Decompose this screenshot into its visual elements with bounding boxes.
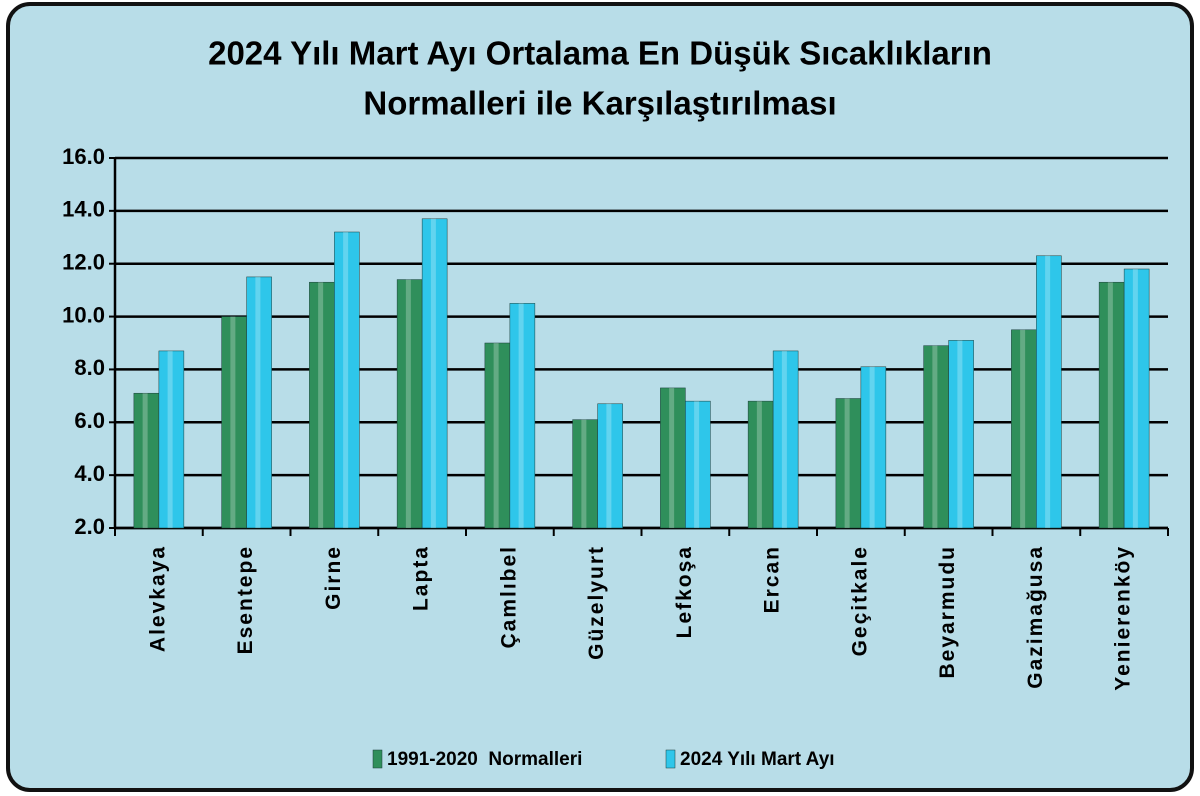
bar [246, 276, 272, 529]
bar-shine [1020, 329, 1026, 528]
bar [334, 231, 360, 529]
x-tick-label: Yenierenköy [1112, 545, 1135, 691]
bar [158, 350, 185, 529]
bar-shine [756, 401, 762, 528]
x-tick-label: Esentepe [234, 545, 257, 654]
bar-shine [932, 345, 938, 528]
y-tick-label: 2.0 [74, 514, 105, 539]
chart-frame [6, 2, 1194, 792]
x-tick-label: Beyarmudu [936, 545, 959, 679]
bar [221, 316, 247, 529]
bar [484, 342, 511, 529]
bar [572, 419, 598, 529]
bar [835, 398, 862, 529]
bar [660, 387, 686, 529]
y-tick-label: 14.0 [62, 197, 105, 222]
y-tick-label: 6.0 [74, 408, 105, 433]
bar [747, 400, 774, 529]
chart-title: Normalleri ile Karşılaştırılması [363, 85, 836, 122]
bar [1036, 255, 1062, 529]
chart-title: 2024 Yılı Mart Ayı Ortalama En Düşük Sıc… [208, 35, 992, 72]
legend-swatch [372, 749, 383, 769]
bar-shine [405, 279, 411, 528]
bar-shine [957, 340, 963, 528]
x-tick-label: Güzelyurt [585, 545, 608, 660]
legend-label: 1991-2020 Normalleri [387, 749, 582, 770]
bar [1123, 268, 1150, 529]
bar-shine [1045, 255, 1051, 529]
x-tick-label: Lefkoşa [673, 545, 696, 638]
bar-shine [167, 350, 173, 528]
bar [309, 281, 335, 529]
bar-shine [669, 387, 675, 528]
bar-shine [493, 343, 499, 528]
bar [860, 366, 887, 529]
bar [509, 303, 536, 529]
bar-shine [869, 366, 875, 528]
bar [597, 403, 623, 529]
y-tick-label: 12.0 [62, 250, 105, 275]
x-tick-label: Girne [322, 545, 345, 610]
bar [923, 345, 949, 529]
bar-shine [1107, 282, 1113, 528]
x-tick-label: Gazimağusa [1024, 545, 1047, 689]
legend-label: 2024 Yılı Mart Ayı [680, 749, 835, 770]
bar [421, 218, 448, 529]
bar [1098, 281, 1125, 529]
bar [772, 350, 799, 529]
y-tick-label: 16.0 [62, 144, 105, 169]
bar-shine [581, 419, 587, 528]
bar [133, 392, 160, 529]
y-tick-label: 10.0 [62, 302, 105, 327]
bar-shine [781, 350, 787, 528]
bar-shine [343, 232, 349, 528]
legend-swatch [665, 749, 676, 769]
x-tick-label: Geçitkale [848, 545, 871, 656]
y-tick-label: 8.0 [74, 355, 105, 380]
bar-shine [606, 403, 612, 528]
bar [685, 400, 711, 529]
x-tick-label: Alevkaya [146, 545, 169, 652]
x-tick-label: Lapta [410, 545, 433, 611]
bar-shine [844, 398, 850, 528]
bar-shine [430, 218, 436, 529]
bar [1011, 329, 1037, 529]
bar-shine [518, 303, 524, 528]
bar-shine [1132, 269, 1138, 528]
bar-shine [694, 401, 700, 528]
bar [948, 340, 974, 529]
bar-shine [318, 282, 324, 528]
x-tick-label: Ercan [761, 545, 784, 613]
bar-shine [230, 316, 236, 528]
x-tick-label: Çamlıbel [497, 545, 520, 649]
y-tick-label: 4.0 [74, 461, 105, 486]
bar [396, 279, 423, 529]
bar-shine [255, 276, 261, 528]
bar-shine [142, 393, 148, 528]
